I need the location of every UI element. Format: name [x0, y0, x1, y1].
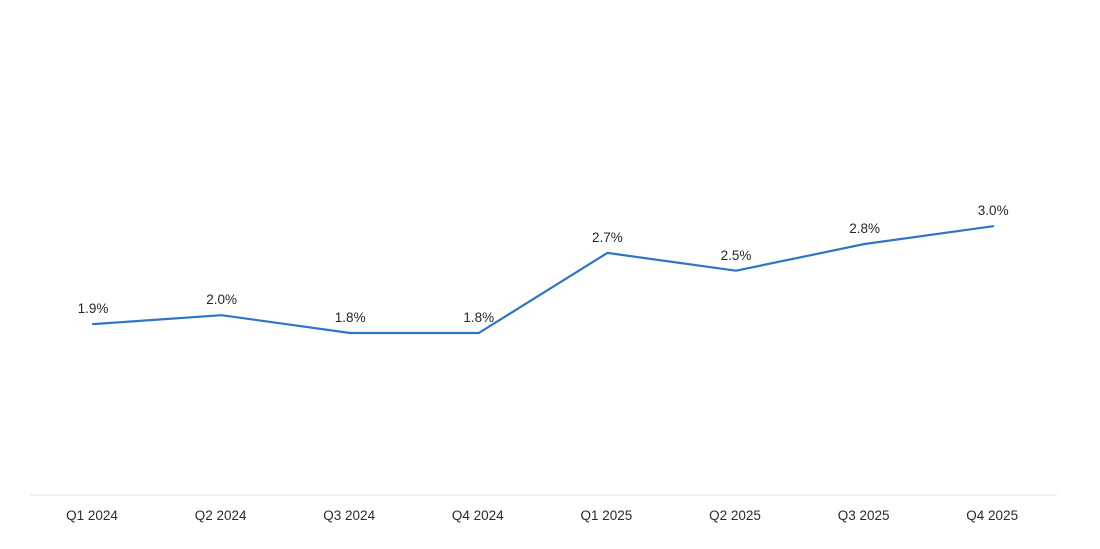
data-label: 3.0%: [977, 203, 1009, 219]
x-axis-tick-label: Q3 2025: [837, 508, 890, 523]
x-axis-tick-label: Q1 2024: [66, 508, 118, 523]
data-label: 2.0%: [206, 292, 237, 308]
x-axis-line: [30, 494, 1057, 496]
x-axis-tick-label: Q4 2025: [966, 508, 1019, 523]
data-label: 1.8%: [463, 310, 495, 325]
trend-line: [91, 225, 995, 335]
x-axis-tick-label: Q1 2025: [580, 508, 633, 523]
x-axis-tick-label: Q2 2025: [709, 508, 761, 523]
x-axis-tick-label: Q4 2024: [451, 508, 504, 523]
data-label: 1.9%: [77, 301, 109, 317]
x-axis-tick-label: Q3 2024: [323, 508, 376, 523]
data-label: 2.8%: [849, 221, 880, 236]
data-label: 1.8%: [334, 310, 366, 325]
data-label: 2.7%: [592, 229, 623, 245]
x-axis-tick-label: Q2 2024: [194, 508, 247, 523]
data-label: 2.5%: [720, 247, 752, 263]
